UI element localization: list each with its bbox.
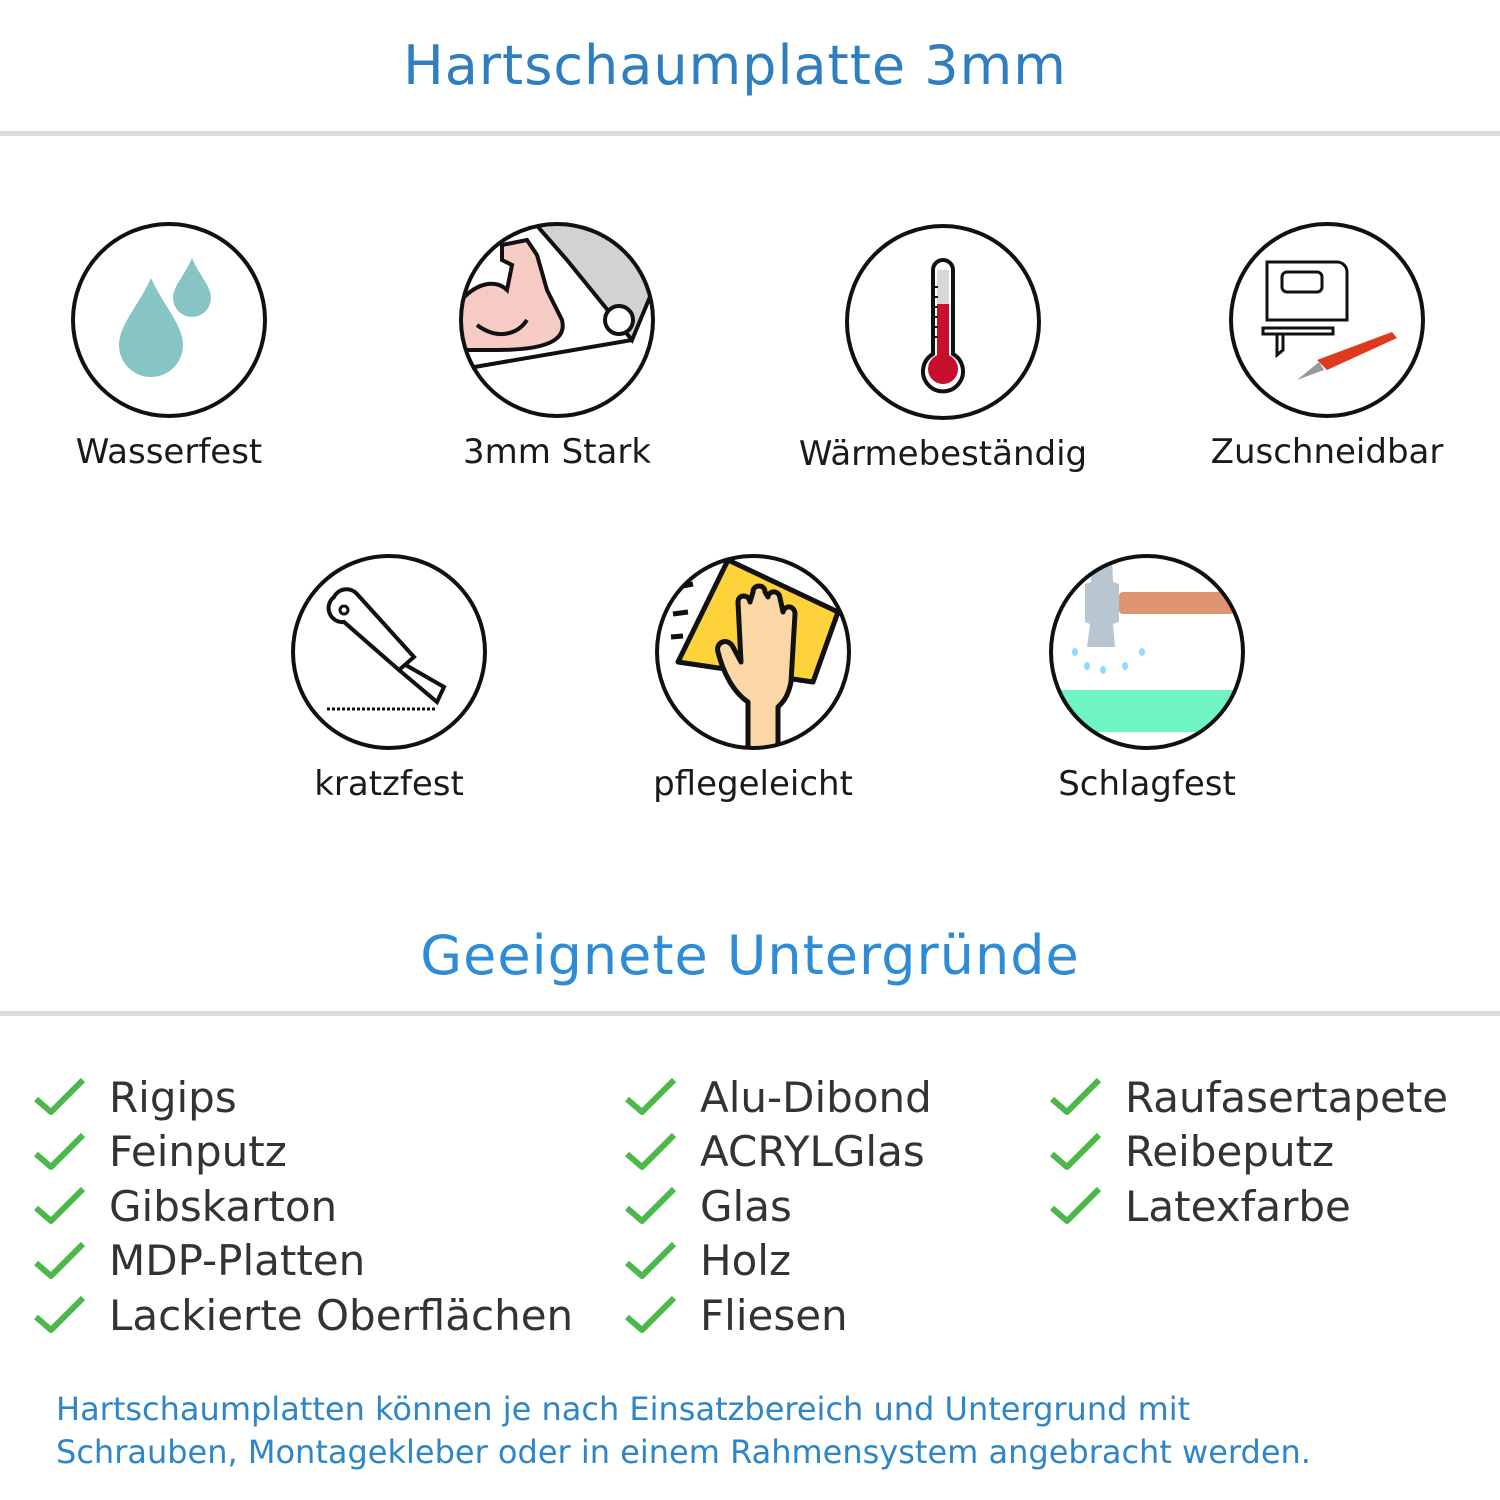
surface-label: Holz — [700, 1236, 791, 1286]
list-item: Raufasertapete — [1049, 1070, 1448, 1125]
feature-label: kratzfest — [314, 764, 464, 804]
list-item: Reibeputz — [1049, 1125, 1448, 1180]
surface-list-column-3: Raufasertapete Reibeputz Latexfarbe — [1049, 1070, 1448, 1234]
surface-label: Lackierte Oberflächen — [109, 1290, 574, 1340]
checkmark-icon — [625, 1187, 677, 1225]
feature-label: Wasserfest — [75, 432, 263, 472]
feature-waermebestaendig: Wärmebeständig — [793, 222, 1093, 474]
surface-list-column-1: Rigips Feinputz Gibskarton MDP-Platten Lacki… — [33, 1070, 573, 1343]
list-item: Gibskarton — [33, 1179, 573, 1234]
surface-label: Latexfarbe — [1125, 1181, 1351, 1231]
feature-3mm-stark: 3mm Stark — [407, 220, 707, 472]
feature-schlagfest: Schlagfest — [997, 552, 1297, 804]
checkmark-icon — [625, 1296, 677, 1334]
feature-pflegeleicht: pflegeleicht — [603, 552, 903, 804]
surface-list-column-2: Alu-Dibond ACRYLGlas Glas Holz Fliesen — [624, 1070, 932, 1343]
thermometer-icon — [845, 224, 1041, 420]
checkmark-icon — [34, 1241, 86, 1279]
section-title: Geeignete Untergründe — [420, 924, 1080, 987]
feature-wasserfest: Wasserfest — [19, 220, 319, 472]
list-item: Glas — [624, 1179, 932, 1234]
surface-label: Raufasertapete — [1125, 1072, 1449, 1122]
checkmark-icon — [34, 1296, 86, 1334]
checkmark-icon — [1050, 1078, 1102, 1116]
checkmark-icon — [34, 1132, 86, 1170]
water-drops-icon — [71, 222, 267, 418]
list-item: MDP-Platten — [33, 1234, 573, 1289]
footer-note: Hartschaumplatten können je nach Einsatz… — [56, 1388, 1311, 1474]
surface-label: Feinputz — [109, 1127, 287, 1177]
feature-label: 3mm Stark — [462, 432, 652, 472]
list-item: Rigips — [33, 1070, 573, 1125]
surface-label: Gibskarton — [109, 1181, 338, 1231]
feature-label: Zuschneidbar — [1210, 432, 1444, 472]
feature-zuschneidbar: Zuschneidbar — [1177, 220, 1477, 472]
list-item: Latexfarbe — [1049, 1179, 1448, 1234]
page-title: Hartschaumplatte 3mm — [403, 34, 1067, 97]
list-item: Fliesen — [624, 1288, 932, 1343]
list-item: Alu-Dibond — [624, 1070, 932, 1125]
list-item: ACRYLGlas — [624, 1125, 932, 1180]
hammer-icon — [1049, 554, 1245, 750]
divider — [0, 131, 1500, 136]
list-item: Feinputz — [33, 1125, 573, 1180]
surface-label: Glas — [700, 1181, 792, 1231]
footer-line: Schrauben, Montagekleber oder in einem R… — [56, 1433, 1311, 1471]
checkmark-icon — [34, 1187, 86, 1225]
strong-arm-icon — [459, 222, 655, 418]
feature-label: pflegeleicht — [653, 764, 853, 804]
surface-label: MDP-Platten — [109, 1236, 366, 1286]
cutter-knife-icon — [291, 554, 487, 750]
checkmark-icon — [625, 1132, 677, 1170]
checkmark-icon — [1050, 1187, 1102, 1225]
surface-label: Rigips — [109, 1072, 237, 1122]
surface-label: Fliesen — [700, 1290, 848, 1340]
list-item: Lackierte Oberflächen — [33, 1288, 573, 1343]
surface-label: Reibeputz — [1125, 1127, 1335, 1177]
footer-line: Hartschaumplatten können je nach Einsatz… — [56, 1390, 1191, 1428]
checkmark-icon — [625, 1078, 677, 1116]
feature-label: Wärmebeständig — [798, 434, 1088, 474]
checkmark-icon — [625, 1241, 677, 1279]
list-item: Holz — [624, 1234, 932, 1289]
feature-kratzfest: kratzfest — [239, 552, 539, 804]
divider — [0, 1011, 1500, 1016]
checkmark-icon — [1050, 1132, 1102, 1170]
hand-cloth-icon — [655, 554, 851, 750]
surface-label: Alu-Dibond — [700, 1072, 932, 1122]
jigsaw-knife-icon — [1229, 222, 1425, 418]
checkmark-icon — [34, 1078, 86, 1116]
feature-label: Schlagfest — [1058, 764, 1236, 804]
surface-label: ACRYLGlas — [700, 1127, 925, 1177]
